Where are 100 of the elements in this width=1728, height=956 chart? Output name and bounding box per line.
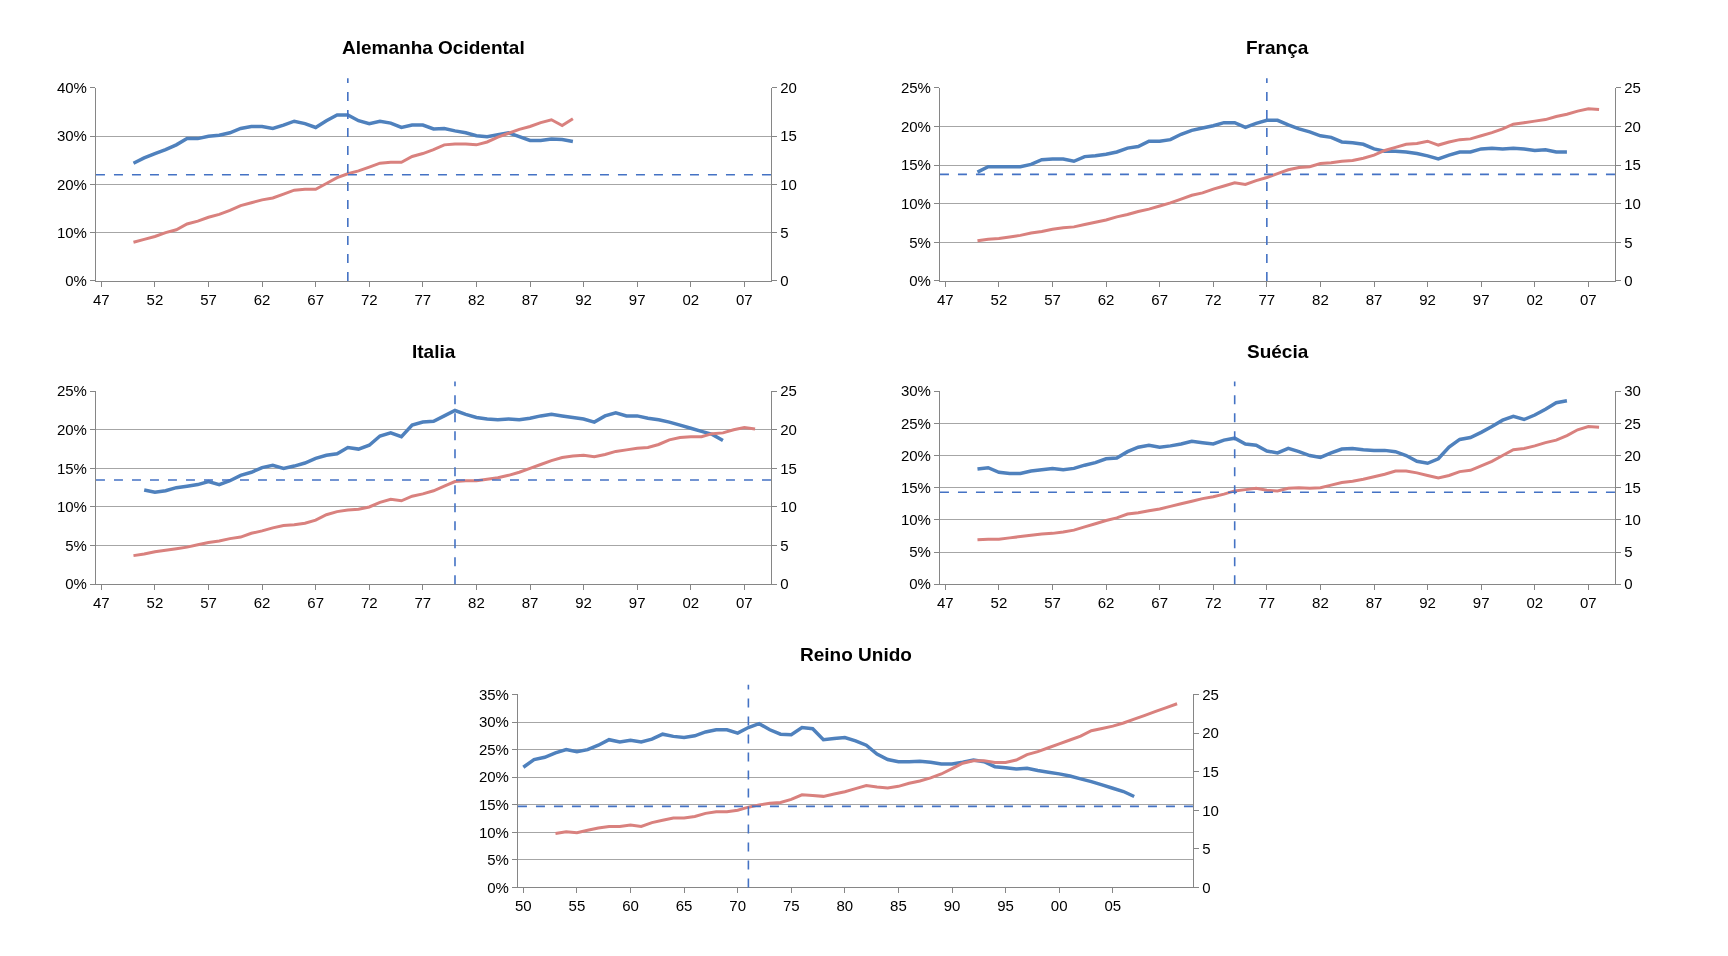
x-tick-label: 00 <box>1050 897 1068 915</box>
y-tick-label: 0% <box>487 878 509 896</box>
y2-tick-label: 5 <box>1202 840 1211 858</box>
line-series <box>975 107 1601 243</box>
x-tick-label: 87 <box>521 290 539 308</box>
x-tick-label: 62 <box>253 290 271 308</box>
y-tick-label: 25% <box>900 79 931 97</box>
y2-tick-label: 15 <box>780 459 797 477</box>
y2-tick-label: 5 <box>780 536 789 554</box>
x-tick-label: 57 <box>1044 290 1061 308</box>
y2-tick-label: 25 <box>1624 79 1641 97</box>
y-tick-label: 5% <box>65 536 87 554</box>
y-tick-label: 15% <box>478 795 509 813</box>
x-tick-label: 72 <box>360 594 378 612</box>
y-tick-label: 15% <box>56 459 87 477</box>
y2-tick-label: 10 <box>780 175 797 193</box>
line-series <box>131 425 757 558</box>
line-series <box>142 408 725 495</box>
y-tick-label: 15% <box>900 156 931 174</box>
x-tick-label: 02 <box>1526 594 1544 612</box>
x-tick-label: 75 <box>782 897 800 915</box>
x-tick-label: 77 <box>414 290 432 308</box>
y2-tick-label: 20 <box>780 79 797 97</box>
y-tick-label: 30% <box>900 382 931 400</box>
x-tick-label: 62 <box>1097 290 1115 308</box>
x-tick-label: 62 <box>253 594 271 612</box>
y-tick-label: 30% <box>478 713 509 731</box>
x-tick-label: 07 <box>736 594 753 612</box>
x-tick-label: 07 <box>1580 290 1597 308</box>
y2-tick-label: 15 <box>780 127 797 145</box>
chart-title: Italia <box>412 341 456 362</box>
x-tick-label: 97 <box>1472 594 1490 612</box>
x-tick-label: 50 <box>514 897 532 915</box>
x-tick-label: 95 <box>997 897 1014 915</box>
x-tick-label: 02 <box>682 290 700 308</box>
y2-tick-label: 0 <box>780 575 789 593</box>
x-tick-label: 52 <box>990 594 1008 612</box>
x-tick-label: 82 <box>468 290 485 308</box>
x-tick-label: 97 <box>628 290 646 308</box>
chart-title: França <box>1246 37 1309 58</box>
x-tick-label: 55 <box>568 897 586 915</box>
x-tick-label: 52 <box>990 290 1008 308</box>
x-tick-label: 67 <box>1151 594 1169 612</box>
y2-tick-label: 25 <box>1624 414 1641 432</box>
x-tick-label: 82 <box>1312 594 1329 612</box>
y-tick-label: 25% <box>478 740 509 758</box>
x-tick-label: 92 <box>575 290 592 308</box>
y2-tick-label: 10 <box>780 498 797 516</box>
line-series <box>131 117 575 244</box>
y2-tick-label: 15 <box>1624 156 1641 174</box>
y-tick-label: 5% <box>909 233 931 251</box>
y2-tick-label: 20 <box>1624 446 1641 464</box>
line-series <box>553 702 1179 835</box>
y2-tick-label: 0 <box>780 272 789 290</box>
x-tick-label: 67 <box>307 290 325 308</box>
x-tick-label: 72 <box>360 290 378 308</box>
x-tick-label: 57 <box>200 594 217 612</box>
y2-tick-label: 0 <box>1624 272 1633 290</box>
y2-tick-label: 0 <box>1624 575 1633 593</box>
y-tick-label: 35% <box>478 685 509 703</box>
x-tick-label: 67 <box>1151 290 1169 308</box>
y2-tick-label: 5 <box>780 223 789 241</box>
x-tick-label: 92 <box>1419 594 1436 612</box>
x-tick-label: 65 <box>675 897 693 915</box>
x-tick-label: 57 <box>200 290 217 308</box>
y2-tick-label: 25 <box>1202 685 1219 703</box>
y2-tick-label: 15 <box>1202 762 1219 780</box>
x-tick-label: 05 <box>1104 897 1122 915</box>
y-tick-label: 0% <box>909 272 931 290</box>
y2-tick-label: 15 <box>1624 478 1641 496</box>
line-series <box>975 425 1601 542</box>
y2-tick-label: 10 <box>1624 194 1641 212</box>
y-tick-label: 10% <box>478 823 509 841</box>
y-tick-label: 20% <box>478 768 509 786</box>
y-tick-label: 0% <box>909 575 931 593</box>
x-tick-label: 97 <box>628 594 646 612</box>
x-tick-label: 47 <box>936 594 954 612</box>
x-tick-label: 90 <box>943 897 961 915</box>
y-tick-label: 5% <box>487 851 509 869</box>
x-tick-label: 77 <box>1258 594 1276 612</box>
x-tick-label: 60 <box>622 897 639 915</box>
x-tick-label: 02 <box>682 594 700 612</box>
y2-tick-label: 0 <box>1202 878 1211 896</box>
y-tick-label: 0% <box>65 575 87 593</box>
x-tick-label: 62 <box>1097 594 1115 612</box>
chart-title: Alemanha Ocidental <box>342 37 525 58</box>
y-tick-label: 25% <box>56 382 87 400</box>
y-tick-label: 40% <box>56 79 87 97</box>
chart-title: Reino Unido <box>800 644 912 665</box>
y-tick-label: 30% <box>56 127 87 145</box>
line-series <box>975 118 1569 174</box>
y2-tick-label: 10 <box>1624 511 1641 529</box>
y2-tick-label: 25 <box>780 382 797 400</box>
x-tick-label: 47 <box>936 290 954 308</box>
x-tick-label: 87 <box>1365 290 1383 308</box>
y-tick-label: 20% <box>56 175 87 193</box>
x-tick-label: 87 <box>521 594 539 612</box>
line-series <box>521 721 1136 799</box>
x-tick-label: 77 <box>1258 290 1276 308</box>
y2-tick-label: 5 <box>1624 233 1633 251</box>
